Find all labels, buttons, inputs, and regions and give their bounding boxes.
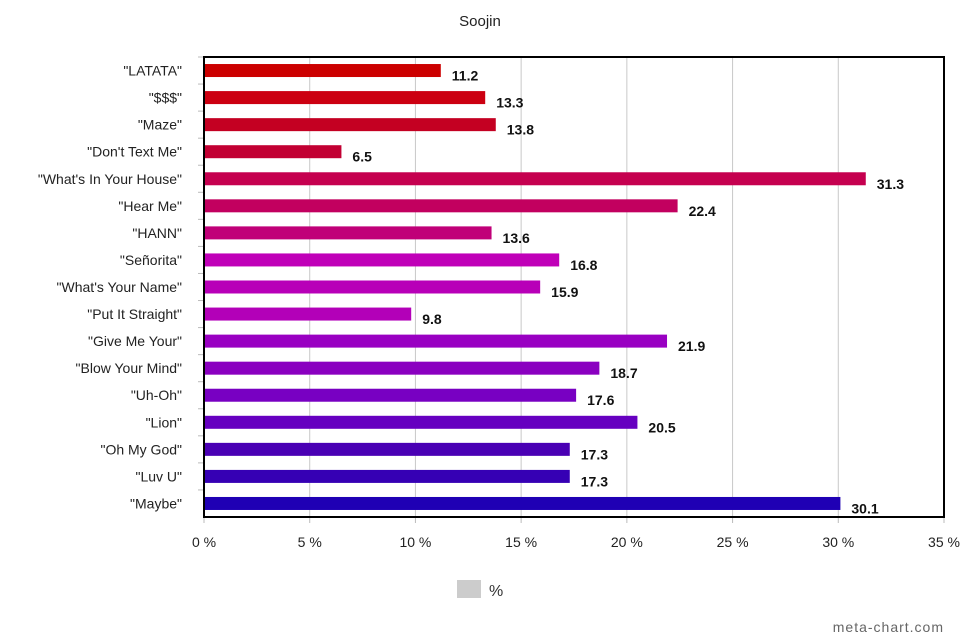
- bar-value-label: 17.6: [587, 392, 614, 408]
- bar[interactable]: [204, 334, 668, 348]
- bar-value-label: 17.3: [581, 446, 608, 462]
- bar[interactable]: [204, 496, 841, 510]
- category-label: "HANN": [132, 225, 182, 241]
- bar-value-label: 13.8: [507, 122, 534, 138]
- bar-value-label: 30.1: [851, 500, 878, 516]
- category-label: "Lion": [146, 414, 182, 430]
- x-tick-label: 20 %: [611, 534, 643, 550]
- category-label: "Oh My God": [100, 441, 182, 457]
- bar-value-label: 15.9: [551, 284, 578, 300]
- bar[interactable]: [204, 469, 570, 483]
- bar-value-label: 20.5: [648, 419, 675, 435]
- bar-value-label: 22.4: [689, 203, 716, 219]
- bar-value-label: 31.3: [877, 176, 904, 192]
- bar[interactable]: [204, 91, 486, 105]
- bar[interactable]: [204, 280, 541, 294]
- x-tick-label: 5 %: [298, 534, 322, 550]
- bar[interactable]: [204, 442, 570, 456]
- category-label: "What's Your Name": [57, 279, 182, 295]
- category-label: "Maze": [138, 117, 182, 133]
- bar-value-label: 21.9: [678, 338, 705, 354]
- bar[interactable]: [204, 64, 441, 78]
- x-tick-label: 0 %: [192, 534, 216, 550]
- plot-frame: [203, 56, 945, 518]
- bar[interactable]: [204, 226, 492, 240]
- bar[interactable]: [204, 199, 678, 213]
- bar-value-label: 17.3: [581, 473, 608, 489]
- x-axis-ticks: 0 % 5 % 10 % 15 % 20 % 25 % 30 % 35 %: [192, 517, 960, 550]
- bar-value-label: 6.5: [352, 149, 372, 165]
- category-label: "Don't Text Me": [87, 144, 182, 160]
- bar[interactable]: [204, 307, 412, 321]
- category-label: "$$$": [149, 90, 182, 106]
- x-tick-label: 35 %: [928, 534, 960, 550]
- category-label: "Señorita": [120, 252, 182, 268]
- bar-value-label: 11.2: [452, 68, 479, 84]
- bar-value-label: 13.6: [503, 230, 530, 246]
- legend[interactable]: %: [457, 580, 503, 600]
- category-label: "Put It Straight": [87, 306, 182, 322]
- category-label: "Blow Your Mind": [76, 360, 182, 376]
- category-label: "Maybe": [130, 495, 182, 511]
- bar[interactable]: [204, 388, 577, 402]
- category-label: "Hear Me": [118, 198, 182, 214]
- bar[interactable]: [204, 361, 600, 375]
- category-label: "Uh-Oh": [131, 387, 182, 403]
- bar-value-label: 16.8: [570, 257, 597, 273]
- category-labels: "LATATA" "$$$" "Maze" "Don't Text Me" "What'…: [38, 56, 204, 511]
- bar-value-label: 18.7: [610, 365, 637, 381]
- x-tick-label: 15 %: [505, 534, 537, 550]
- bar[interactable]: [204, 415, 638, 429]
- bar[interactable]: [204, 172, 866, 186]
- watermark: meta-chart.com: [833, 619, 944, 635]
- bar[interactable]: [204, 145, 342, 159]
- category-label: "Luv U": [135, 468, 182, 484]
- category-label: "Give Me Your": [88, 333, 182, 349]
- value-labels: 11.2 13.3 13.8 6.5 31.3 22.4 13.6 16.8 15.9 9.8 21…: [352, 68, 904, 517]
- bar[interactable]: [204, 253, 560, 267]
- legend-swatch[interactable]: [457, 580, 481, 598]
- chart-title: Soojin: [459, 13, 501, 30]
- x-tick-label: 25 %: [717, 534, 749, 550]
- x-tick-label: 10 %: [399, 534, 431, 550]
- bar-value-label: 9.8: [422, 311, 442, 327]
- category-label: "What's In Your House": [38, 171, 182, 187]
- legend-label: %: [489, 583, 503, 600]
- category-label: "LATATA": [123, 63, 182, 79]
- bar-value-label: 13.3: [496, 95, 523, 111]
- bars: [204, 64, 866, 510]
- x-tick-label: 30 %: [822, 534, 854, 550]
- bar[interactable]: [204, 118, 496, 132]
